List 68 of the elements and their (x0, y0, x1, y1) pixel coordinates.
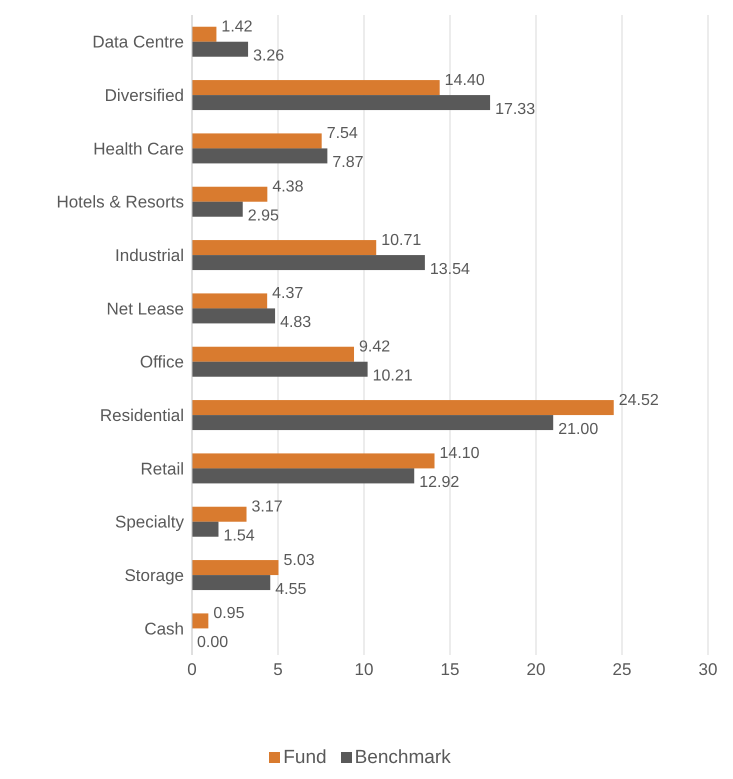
bar (192, 80, 440, 96)
y-tick-label: Data Centre (92, 32, 184, 52)
data-label: 4.37 (272, 285, 304, 302)
y-tick-label: Industrial (115, 246, 184, 266)
bar (192, 522, 218, 537)
x-tick-label: 10 (354, 660, 374, 680)
data-label: 9.42 (359, 338, 390, 356)
bar (192, 453, 435, 468)
y-tick-label: Health Care (93, 139, 184, 158)
data-label: 4.55 (275, 580, 306, 598)
data-label: 7.54 (326, 125, 358, 142)
data-label: 1.54 (223, 527, 255, 544)
bar (192, 255, 425, 270)
y-tick-label: Cash (144, 619, 184, 638)
data-label: 7.87 (332, 154, 364, 172)
bar (192, 400, 614, 416)
x-tick-label: 30 (698, 660, 718, 680)
data-label: 5.03 (284, 552, 315, 569)
bar (192, 506, 247, 522)
y-tick-label: Diversified (104, 86, 184, 106)
data-label: 3.26 (253, 47, 284, 64)
data-label: 10.71 (381, 232, 422, 249)
data-label: 17.33 (495, 100, 536, 118)
bar (192, 468, 414, 484)
legend-label: Fund (283, 746, 327, 768)
x-tick-label: 5 (273, 660, 283, 680)
bar (192, 202, 243, 217)
data-label: 4.83 (280, 314, 312, 332)
bar (192, 415, 554, 430)
data-label: 21.00 (558, 420, 598, 438)
x-tick-label: 20 (526, 660, 546, 680)
data-label: 2.95 (248, 207, 279, 224)
bar (192, 240, 376, 256)
bar (192, 42, 248, 57)
data-label: 0.95 (213, 605, 245, 622)
y-tick-label: Specialty (115, 512, 184, 532)
data-label: 13.54 (430, 260, 470, 278)
data-label: 14.10 (440, 445, 480, 462)
y-tick-label: Residential (100, 406, 184, 426)
bar (192, 346, 354, 362)
y-tick-label: Retail (140, 459, 184, 478)
data-label: 0.00 (197, 634, 228, 652)
y-tick-label: Storage (124, 566, 184, 586)
bar (192, 148, 328, 164)
bar (192, 308, 276, 324)
bar (192, 26, 216, 42)
bar (192, 575, 270, 590)
x-tick-label: 0 (187, 660, 197, 680)
bar (192, 613, 208, 628)
bar (192, 560, 279, 576)
bar (192, 293, 268, 308)
bar (192, 362, 368, 377)
x-tick-label: 15 (440, 660, 460, 680)
data-label: 24.52 (618, 392, 659, 409)
bar (192, 95, 490, 110)
data-label: 3.17 (252, 498, 283, 516)
bar (192, 133, 322, 148)
legend-label: Benchmark (354, 746, 451, 768)
data-label: 14.40 (444, 72, 485, 89)
data-label: 12.92 (419, 474, 460, 492)
data-label: 4.38 (272, 178, 304, 196)
data-label: 1.42 (221, 18, 253, 36)
bar (192, 186, 268, 202)
y-tick-label: Hotels & Resorts (56, 192, 184, 212)
y-tick-label: Office (140, 352, 184, 372)
x-tick-label: 25 (612, 660, 632, 680)
data-label: 10.21 (372, 367, 413, 384)
y-tick-label: Net Lease (106, 299, 184, 318)
